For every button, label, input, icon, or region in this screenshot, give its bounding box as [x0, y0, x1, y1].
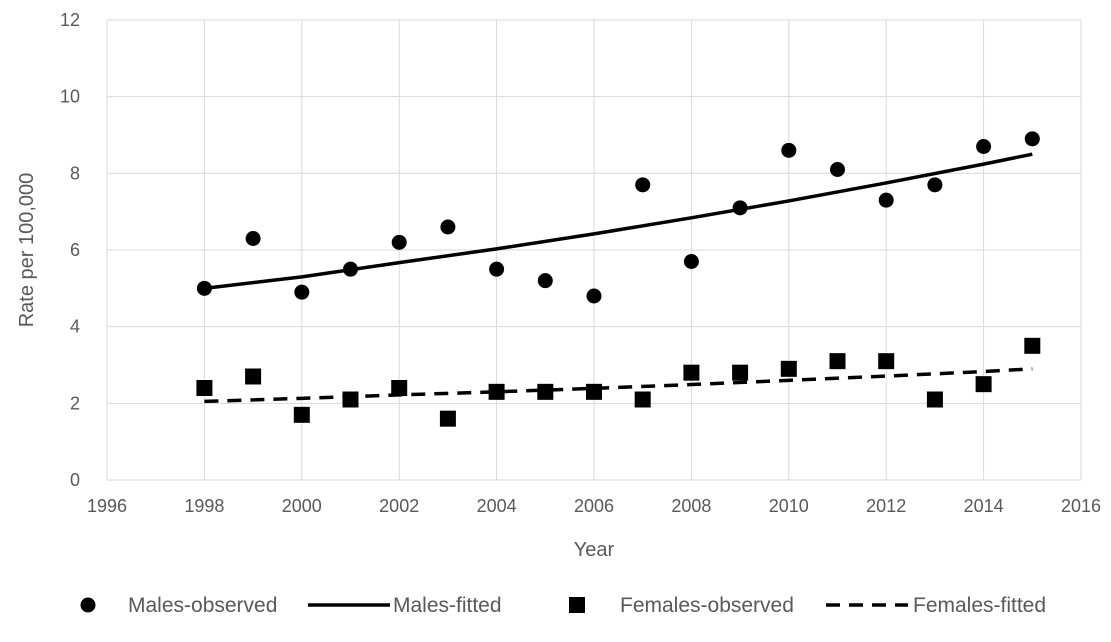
data-point	[293, 406, 310, 423]
data-point	[878, 192, 894, 208]
x-tick-label: 2012	[866, 496, 906, 516]
legend-item-females-observed: Females-observed	[569, 594, 794, 617]
legend-marker-swatch	[80, 597, 96, 613]
y-tick-label: 0	[70, 470, 80, 490]
x-axis-title: Year	[574, 539, 615, 561]
data-point	[1024, 131, 1040, 147]
data-point	[245, 231, 261, 246]
x-tick-label: 1996	[87, 496, 127, 516]
legend-label: Females-observed	[620, 594, 794, 617]
series-males-observed	[196, 131, 1040, 304]
data-point	[537, 273, 553, 289]
legend-marker-swatch	[569, 597, 585, 613]
data-point	[976, 139, 992, 154]
x-tick-label: 2016	[1061, 496, 1101, 516]
data-point	[294, 284, 310, 300]
plot-series	[196, 131, 1041, 427]
y-tick-label: 10	[60, 87, 80, 107]
data-point	[440, 219, 456, 235]
legend-label: Males-fitted	[393, 594, 502, 617]
x-tick-label: 2010	[769, 496, 809, 516]
y-tick-label: 6	[70, 240, 80, 260]
series-males-fitted	[204, 152, 1033, 291]
data-point	[926, 391, 943, 408]
data-point	[683, 254, 699, 269]
data-point	[489, 261, 505, 277]
data-point	[245, 368, 262, 385]
legend-label: Males-observed	[128, 594, 277, 617]
legend-label: Females-fitted	[913, 594, 1046, 617]
legend-item-males-observed: Males-observed	[80, 594, 277, 617]
data-point	[927, 177, 943, 193]
data-point	[391, 234, 407, 250]
y-tick-label: 8	[70, 163, 80, 183]
data-point	[634, 391, 651, 408]
data-point	[830, 162, 845, 177]
data-point	[683, 364, 700, 381]
data-point	[878, 353, 895, 370]
legend-item-females-fitted: Females-fitted	[826, 594, 1046, 617]
data-point	[391, 380, 408, 396]
x-tick-label: 2014	[964, 496, 1004, 516]
data-point	[732, 364, 749, 381]
series-line-males-fitted	[204, 152, 1033, 291]
data-point	[196, 380, 213, 396]
legend-item-males-fitted: Males-fitted	[308, 594, 502, 617]
data-point	[635, 177, 651, 193]
data-point	[586, 288, 602, 304]
tick-labels: 0 2 4 6 8 10 12 1996 1998 2000 2002 2004 2006 2008 201…	[60, 10, 1101, 516]
x-tick-label: 2004	[477, 496, 517, 516]
series-line-females-fitted	[204, 367, 1033, 404]
grid	[106, 19, 1082, 481]
data-point	[1024, 337, 1041, 354]
y-tick-label: 12	[60, 10, 80, 30]
y-axis-title: Rate per 100,000	[16, 173, 38, 328]
data-point	[829, 353, 846, 370]
y-tick-label: 4	[70, 317, 80, 337]
series-females-fitted	[204, 367, 1033, 404]
data-point	[781, 142, 797, 158]
data-point	[488, 383, 505, 400]
x-tick-label: 2000	[282, 496, 322, 516]
data-point	[537, 383, 554, 400]
data-point	[342, 391, 359, 408]
data-point	[586, 383, 602, 400]
x-tick-label: 1998	[184, 496, 224, 516]
x-tick-label: 2002	[379, 496, 419, 516]
legend: Males-observed Males-fitted Females-observ…	[80, 594, 1046, 617]
x-tick-label: 2006	[574, 496, 614, 516]
y-tick-label: 2	[70, 393, 80, 413]
x-tick-label: 2008	[671, 496, 711, 516]
series-females-observed	[196, 337, 1041, 427]
data-point	[780, 360, 797, 377]
data-point	[439, 410, 456, 427]
data-point	[975, 376, 992, 393]
